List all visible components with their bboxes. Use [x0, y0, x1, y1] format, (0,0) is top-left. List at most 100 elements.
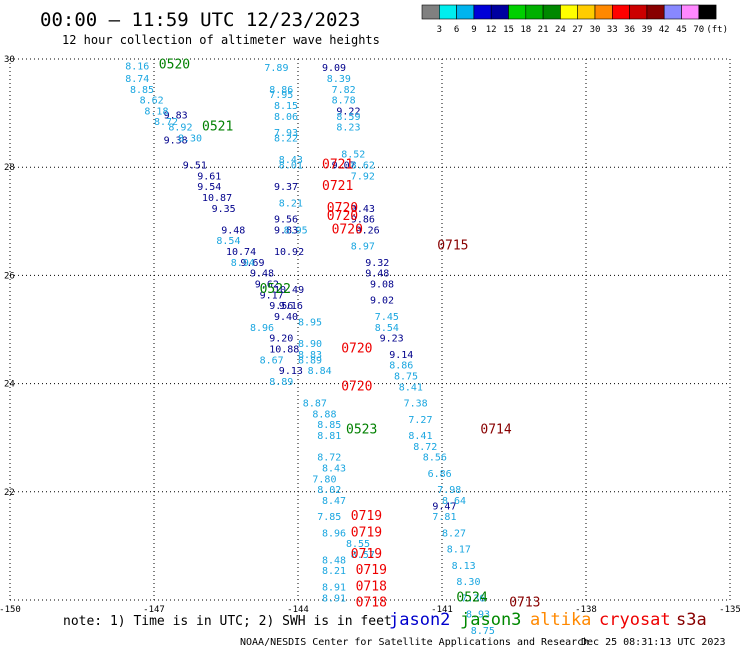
- wave-height-label: 7.92: [351, 171, 375, 182]
- colorbar-swatch: [698, 4, 717, 20]
- pass-time-label: 0719: [351, 525, 382, 540]
- wave-height-label: 8.87: [303, 399, 327, 410]
- wave-height-label: 7.82: [332, 85, 356, 96]
- wave-height-label: 8.78: [332, 96, 356, 107]
- wave-height-label: 8.93: [466, 610, 490, 621]
- pass-time-label: 0720: [327, 209, 358, 224]
- wave-height-label: 9.56: [274, 215, 298, 226]
- wave-height-label: 8.74: [125, 74, 149, 85]
- colorbar-swatch: [646, 4, 665, 20]
- wave-height-label: 8.95: [284, 225, 308, 236]
- wave-height-label: 9.61: [197, 171, 221, 182]
- pass-time-label: 0521: [202, 120, 233, 135]
- wave-height-label: 8.75: [471, 626, 495, 637]
- pass-time-label: 0719: [351, 509, 382, 524]
- wave-height-label: 8.13: [452, 561, 476, 572]
- chart-title: 00:00 – 11:59 UTC 12/23/2023: [40, 9, 360, 31]
- pass-time-label: 0714: [480, 423, 511, 438]
- pass-time-label: 0713: [509, 596, 540, 611]
- pass-time-label: 0718: [356, 579, 387, 594]
- colorbar-swatch: [577, 4, 596, 20]
- wave-height-label: 9.02: [370, 296, 394, 307]
- x-tick-label: -147: [143, 605, 165, 615]
- wave-height-label: 8.43: [279, 155, 303, 166]
- wave-height-label: 8.85: [130, 85, 154, 96]
- wave-height-label: 8.88: [312, 409, 336, 420]
- wave-height-label: 8.62: [140, 96, 164, 107]
- wave-height-label: 8.15: [274, 101, 298, 112]
- wave-height-label: 8.72: [317, 453, 341, 464]
- wave-height-label: 7.81: [432, 512, 456, 523]
- wave-height-label: 8.62: [351, 160, 375, 171]
- colorbar-label: 36: [624, 25, 635, 35]
- wave-height-label: 8.54: [375, 323, 399, 334]
- pass-time-label: 0720: [341, 379, 372, 394]
- legend-jason3: jason3: [460, 610, 521, 630]
- wave-height-label: 8.97: [351, 242, 375, 253]
- colorbar-swatch: [681, 4, 700, 20]
- colorbar-swatch: [508, 4, 527, 20]
- wave-height-label: 8.54: [216, 236, 240, 247]
- wave-height-label: 8.84: [308, 366, 332, 377]
- wave-height-label: 8.89: [298, 355, 322, 366]
- legend-jason2: jason2: [389, 610, 450, 630]
- wave-height-label: 9.51: [183, 160, 207, 171]
- wave-height-label: 8.17: [447, 545, 471, 556]
- y-tick-label: 26: [4, 271, 15, 281]
- wave-height-label: 8.72: [413, 442, 437, 453]
- wave-height-label: 8.96: [322, 528, 346, 539]
- wave-height-label: 8.94: [231, 258, 255, 269]
- colorbar: 3 6 9 12 15 18 21 24 27 30 33 36 39 42 45 70 (ft): [421, 4, 728, 35]
- colorbar-label: 6: [454, 25, 459, 35]
- wave-height-label: 8.95: [298, 317, 322, 328]
- pass-time-label: 0720: [341, 341, 372, 356]
- wave-height-label: 10.88: [269, 344, 299, 355]
- colorbar-swatch: [525, 4, 544, 20]
- plot-axes: -150 -147 -144 -141 -138 -135 22 24 26 28 30: [0, 55, 740, 615]
- pass-time-label: 0718: [356, 596, 387, 611]
- wave-height-label: 8.30: [178, 133, 202, 144]
- wave-height-label: 9.48: [365, 269, 389, 280]
- wave-height-label: 8.90: [298, 339, 322, 350]
- wave-height-label: 8.92: [168, 123, 192, 134]
- wave-height-label: 8.01: [279, 160, 303, 171]
- wave-height-label: 8.21: [279, 198, 303, 209]
- legend-s3a: s3a: [676, 610, 707, 630]
- colorbar-swatch: [456, 4, 475, 20]
- wave-height-label: 10.49: [274, 285, 304, 296]
- colorbar-label: 3: [437, 25, 442, 35]
- wave-height-label: 8.85: [317, 420, 341, 431]
- wave-height-label: 8.16: [125, 61, 149, 72]
- footer-timestamp: Dec 25 08:31:13 UTC 2023: [581, 637, 726, 648]
- wave-height-label: 9.37: [274, 182, 298, 193]
- wave-height-label: 9.08: [370, 280, 394, 291]
- wave-height-label: 9.48: [221, 225, 245, 236]
- wave-height-label: 8.21: [322, 566, 346, 577]
- colorbar-label: 12: [486, 25, 497, 35]
- wave-height-label: 10.87: [202, 193, 232, 204]
- colorbar-label: 9: [471, 25, 476, 35]
- pass-time-label: 0522: [260, 282, 291, 297]
- wave-height-label: 8.75: [394, 371, 418, 382]
- wave-height-label: 8.06: [274, 112, 298, 123]
- wave-height-label: 9.86: [351, 215, 375, 226]
- wave-height-label: 8.72: [154, 117, 178, 128]
- wave-height-label: 9.16: [279, 301, 303, 312]
- wave-height-label: 8.18: [144, 106, 168, 117]
- pass-time-label: 0523: [346, 423, 377, 438]
- wave-height-label: 9.20: [269, 334, 293, 345]
- data-marks: 9.839.389.519.619.5410.879.359.4810.749.…: [125, 57, 540, 636]
- colorbar-swatch: [542, 4, 561, 20]
- wave-height-label: 8.41: [399, 382, 423, 393]
- wave-height-label: 9.56: [269, 301, 293, 312]
- legend-cryosat: cryosat: [599, 610, 671, 630]
- wave-height-label: 8.83: [298, 350, 322, 361]
- wave-height-label: 9.62: [255, 280, 279, 291]
- colorbar-swatch: [560, 4, 579, 20]
- wave-height-label: 9.09: [322, 63, 346, 74]
- chart-subtitle: 12 hour collection of altimeter wave hei…: [62, 33, 380, 47]
- wave-height-label: 9.43: [351, 204, 375, 215]
- satellite-legend: jason2 jason3 altika cryosat s3a: [389, 610, 707, 630]
- pass-time-label: 0720: [327, 201, 358, 216]
